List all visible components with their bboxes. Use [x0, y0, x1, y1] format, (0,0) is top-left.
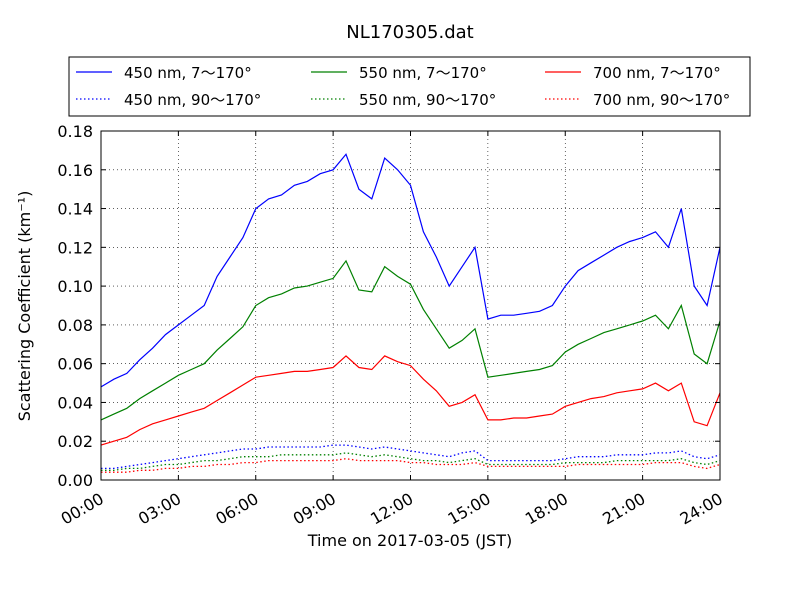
series-line-1: [101, 444, 721, 470]
y-tick-label: 0.06: [57, 355, 93, 374]
x-tick-label: 21:00: [599, 489, 648, 529]
x-tick-label: 12:00: [367, 489, 416, 529]
y-tick-label: 0.16: [57, 161, 93, 180]
x-tick-label: 06:00: [212, 489, 261, 529]
x-tick-label: 00:00: [58, 489, 107, 529]
grid: [101, 131, 720, 480]
legend-frame: [68, 56, 751, 117]
x-tick-label: 24:00: [677, 489, 726, 529]
series-line-4: [100, 355, 721, 446]
y-tick-label: 0.12: [57, 238, 93, 257]
y-tick-label: 0.10: [57, 277, 93, 296]
series-line-5: [101, 458, 721, 473]
series-layer: [100, 153, 721, 473]
legend-label-4: 700 nm, 7～170°: [593, 64, 721, 82]
legend-label-5: 700 nm, 90～170°: [593, 91, 730, 109]
series-line-2: [100, 259, 721, 421]
x-tick-label: 15:00: [444, 489, 493, 529]
legend-label-3: 550 nm, 90～170°: [359, 91, 496, 109]
x-tick-label: 03:00: [135, 489, 184, 529]
x-tick-label: 09:00: [290, 489, 339, 529]
y-tick-label: 0.14: [57, 200, 93, 219]
legend-label-2: 550 nm, 7～170°: [359, 64, 487, 82]
y-axis-label: Scattering Coefficient (km⁻¹): [15, 191, 34, 422]
y-tick-label: 0.04: [57, 393, 93, 412]
y-tick-label: 0.08: [57, 316, 93, 335]
x-axis-label: Time on 2017-03-05 (JST): [307, 531, 512, 550]
series-line-0: [100, 153, 721, 388]
y-tick-label: 0.00: [57, 471, 93, 490]
x-tick-label: 18:00: [522, 489, 571, 529]
legend: 450 nm, 7～170° 450 nm, 90～170° 550 nm, 7～1…: [68, 56, 751, 117]
legend-label-0: 450 nm, 7～170°: [124, 64, 252, 82]
legend-label-1: 450 nm, 90～170°: [124, 91, 261, 109]
y-tick-label: 0.18: [57, 122, 93, 141]
y-axis: 0.00 0.02 0.04 0.06 0.08 0.10 0.12 0.14 0.16 0.18: [57, 122, 720, 490]
y-tick-label: 0.02: [57, 432, 93, 451]
chart-title: NL170305.dat: [346, 22, 473, 43]
